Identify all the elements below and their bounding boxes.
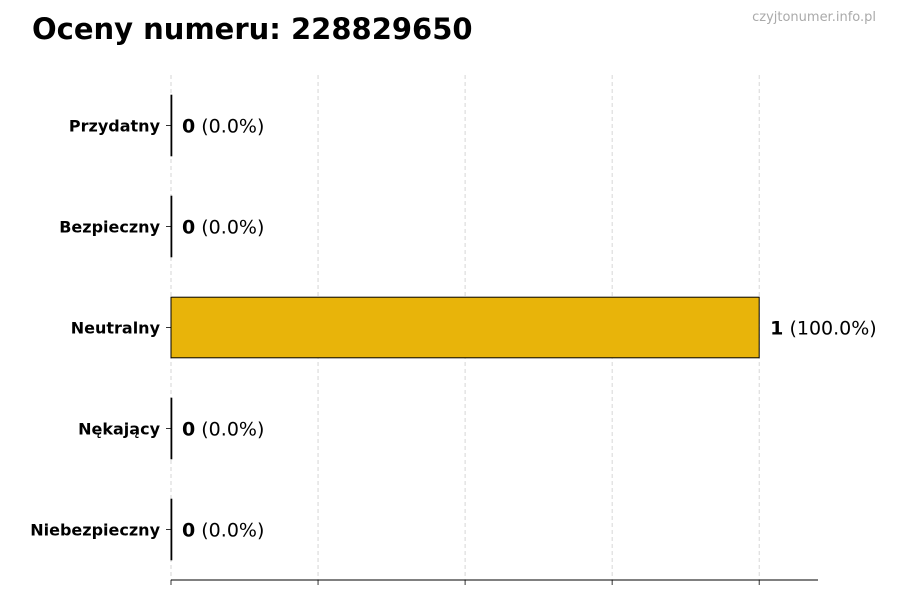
bar-niebezpieczny	[170, 498, 173, 561]
data-label-percent: (0.0%)	[195, 116, 264, 138]
data-label-percent: (0.0%)	[195, 217, 264, 239]
data-label-percent: (100.0%)	[783, 318, 876, 340]
data-label-count: 0	[182, 217, 195, 239]
data-label: 0 (0.0%)	[182, 217, 264, 239]
data-label: 0 (0.0%)	[182, 419, 264, 441]
y-tick-label: Neutralny	[71, 319, 161, 338]
data-label: 0 (0.0%)	[182, 520, 264, 542]
chart-title: Oceny numeru: 228829650	[32, 12, 473, 46]
data-label-percent: (0.0%)	[195, 419, 264, 441]
data-label-count: 0	[182, 419, 195, 441]
y-tick-label: Przydatny	[69, 117, 161, 136]
bar-przydatny	[170, 94, 173, 157]
data-label-percent: (0.0%)	[195, 520, 264, 542]
bar-nękający	[170, 397, 173, 460]
bar-neutralny	[170, 296, 760, 359]
data-label-count: 0	[182, 520, 195, 542]
data-label: 0 (0.0%)	[182, 116, 264, 138]
y-tick-label: Bezpieczny	[59, 218, 160, 237]
data-label-count: 1	[770, 318, 783, 340]
y-tick-label: Niebezpieczny	[30, 521, 160, 540]
watermark: czyjtonumer.info.pl	[752, 10, 876, 25]
bar-bezpieczny	[170, 195, 173, 258]
data-label: 1 (100.0%)	[770, 318, 877, 340]
data-label-count: 0	[182, 116, 195, 138]
y-tick-label: Nękający	[78, 420, 160, 439]
